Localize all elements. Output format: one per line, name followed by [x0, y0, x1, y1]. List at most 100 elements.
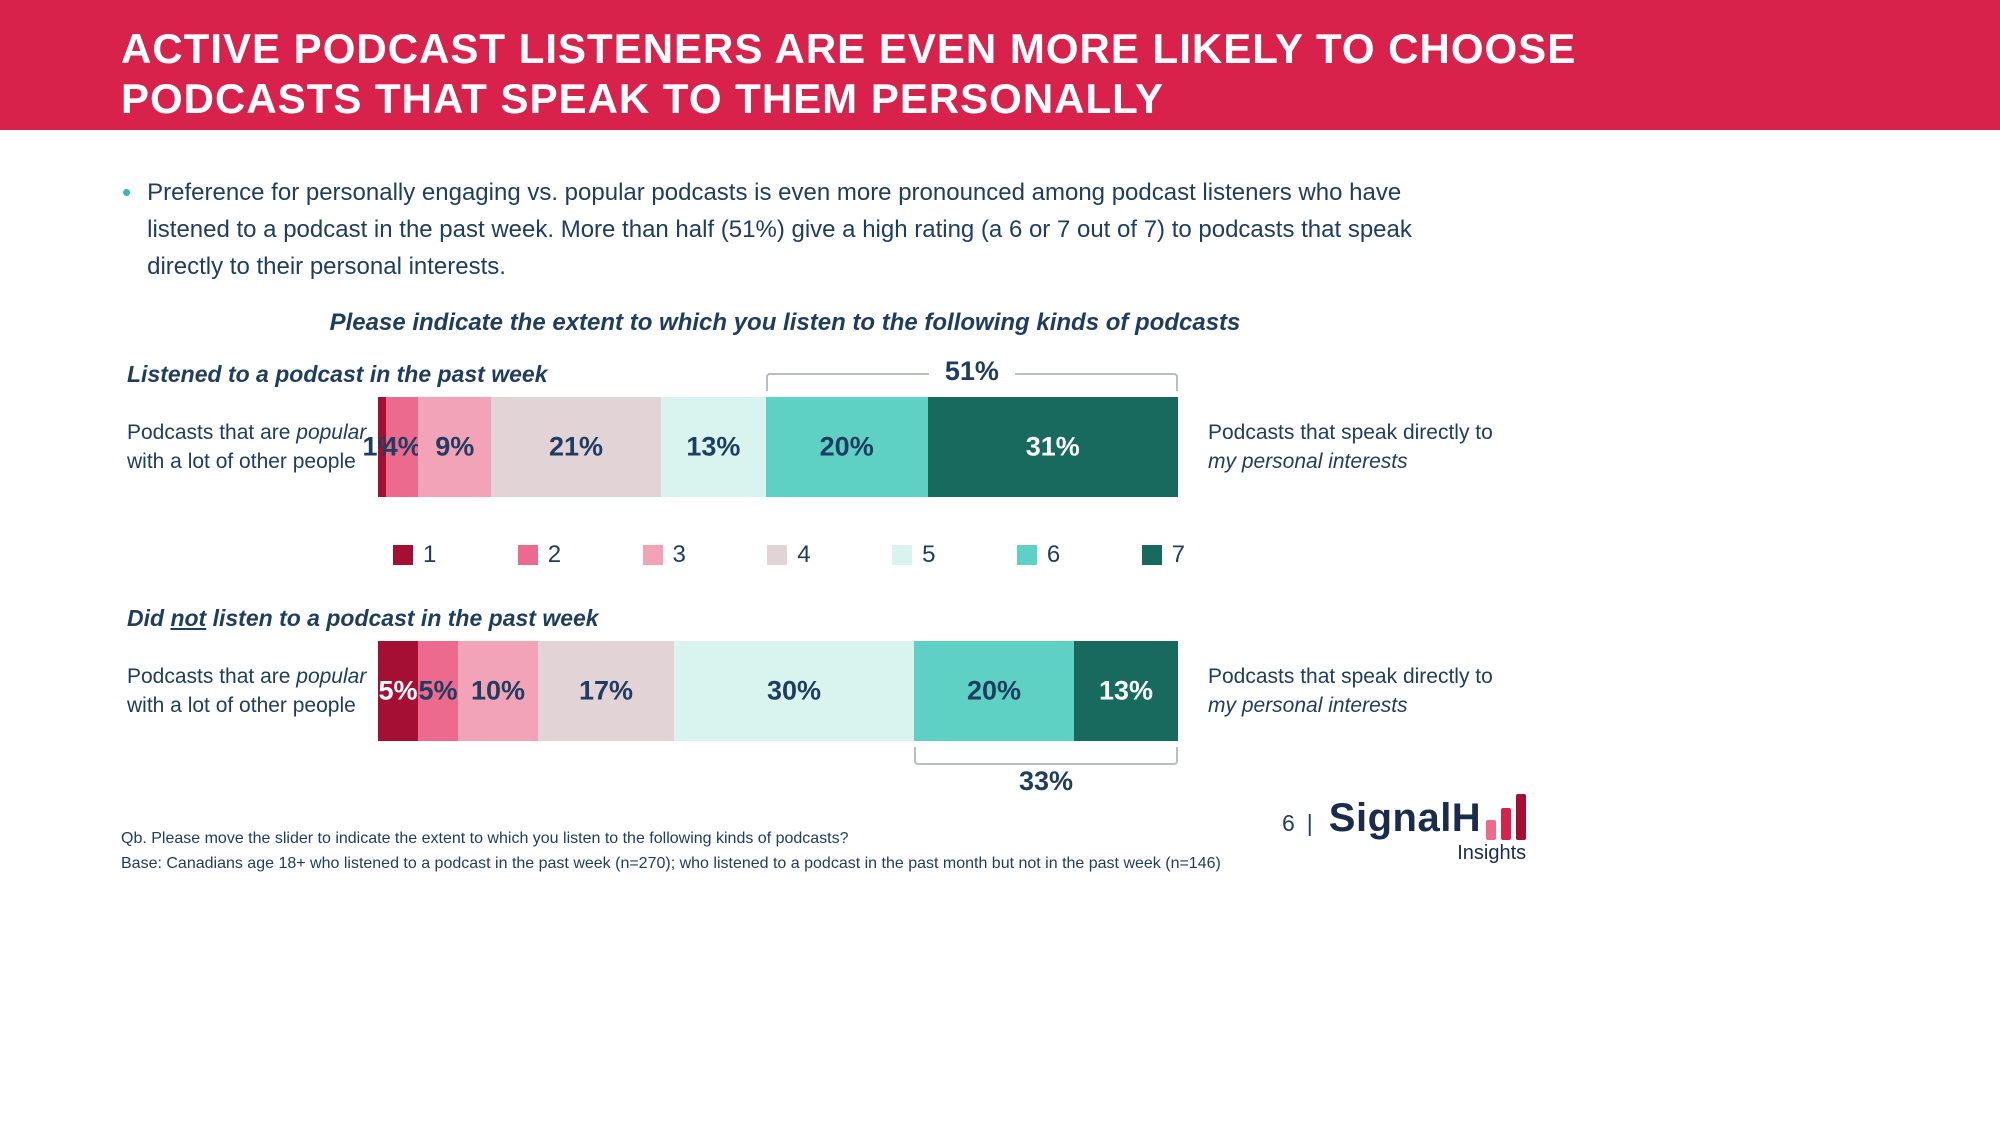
legend-item-3: 3: [642, 541, 686, 569]
legend-item-1: 1: [393, 541, 436, 569]
slide-title: ACTIVE PODCAST LISTENERS ARE EVEN MORE L…: [121, 25, 1577, 122]
logo-bar-icon: [1501, 808, 1512, 840]
segment-value-label: 17%: [578, 675, 634, 706]
segment-value-label: 5%: [378, 675, 418, 706]
right-axis-label: Podcasts that speak directly to my perso…: [1208, 662, 1493, 720]
bar-segment-5: 30%: [674, 641, 914, 741]
summary-text: Preference for personally engaging vs. p…: [147, 179, 1412, 280]
logo-bar-icon: [1516, 794, 1527, 840]
legend-swatch-icon: [1141, 545, 1162, 565]
segment-value-label: 13%: [686, 431, 741, 462]
segment-value-label: 21%: [548, 431, 604, 462]
brand-footer: 6 | SignalH Insights: [1282, 794, 1527, 865]
bar-segment-4: 21%: [491, 397, 661, 497]
chart-group-label: Did not listen to a podcast in the past …: [127, 603, 2000, 633]
segment-value-label: 9%: [435, 431, 475, 462]
footnotes: Qb. Please move the slider to indicate t…: [121, 826, 1221, 876]
legend-swatch-icon: [1016, 545, 1037, 565]
left-axis-label: Podcasts that are popular with a lot of …: [127, 662, 378, 720]
title-banner: ACTIVE PODCAST LISTENERS ARE EVEN MORE L…: [0, 0, 2000, 130]
segment-value-label: 10%: [470, 675, 526, 706]
summary-bullet: • Preference for personally engaging vs.…: [122, 174, 1452, 285]
legend-label: 6: [1046, 541, 1061, 568]
signal-hill-logo: SignalH Insights: [1328, 794, 1527, 865]
bar-segment-2: 4%: [383, 397, 422, 497]
legend-label: 2: [547, 541, 562, 568]
left-label-plain: Podcasts that are: [127, 421, 297, 444]
bullet-icon: •: [122, 177, 132, 207]
segment-value-label: 20%: [966, 675, 1022, 706]
footnote-base: Base: Canadians age 18+ who listened to …: [121, 855, 1221, 872]
legend-label: 5: [922, 541, 936, 568]
stacked-bar: 1% 4% 9% 21% 13% 20% 31%: [363, 397, 1178, 497]
right-axis-label: Podcasts that speak directly to my perso…: [1208, 418, 1493, 476]
right-axis-label-line1: Podcasts that speak directly to: [1208, 421, 1493, 444]
left-axis-label-line1: Podcasts that are popular: [127, 418, 372, 447]
stacked-bar: 5% 5% 10% 17% 30% 20% 13%: [378, 641, 1178, 741]
bracket-label: 33%: [1018, 766, 1074, 796]
stacked-bar-row: Podcasts that are popular with a lot of …: [127, 641, 2000, 796]
stacked-bar-row: Podcasts that are popular with a lot of …: [127, 355, 2000, 497]
legend-item-4: 4: [767, 541, 811, 569]
group-label-underline: not: [170, 605, 207, 631]
right-axis-label-line2: my personal interests: [1208, 450, 1408, 473]
bar-segment-3: 10%: [458, 641, 538, 741]
segment-value-label: 31%: [1025, 431, 1080, 462]
chart-group-label: Listened to a podcast in the past week: [127, 359, 2000, 389]
legend-label: 1: [423, 541, 437, 568]
segment-value-label: 4%: [382, 431, 422, 462]
legend-swatch-icon: [642, 545, 663, 565]
segment-value-label: 13%: [1098, 675, 1154, 706]
legend-item-6: 6: [1016, 541, 1061, 569]
page-divider: |: [1306, 810, 1313, 836]
logo-wordmark: SignalH: [1328, 796, 1482, 840]
left-label-italic: popular: [296, 421, 367, 444]
group-label-pre: Listened to a podcast in the past week: [127, 361, 548, 387]
logo-subtext: Insights: [1457, 842, 1527, 864]
left-label-plain: Podcasts that are: [127, 665, 297, 688]
bar-segment-1: 5%: [378, 641, 418, 741]
top2box-bracket: 51%: [765, 355, 1178, 391]
bar-segment-6: 20%: [914, 641, 1074, 741]
left-label-italic: popular: [296, 665, 367, 688]
legend-label: 7: [1171, 541, 1185, 568]
bar-segment-2: 5%: [418, 641, 458, 741]
bar-segment-4: 17%: [538, 641, 674, 741]
logo-row: SignalH: [1328, 794, 1527, 840]
top2box-bracket: 33%: [914, 747, 1178, 796]
bar-segment-5: 13%: [660, 397, 766, 497]
legend-item-5: 5: [892, 541, 935, 569]
chart-not-past-week: Did not listen to a podcast in the past …: [127, 603, 2000, 796]
bar-segment-3: 9%: [418, 397, 492, 497]
bar-segment-7: 13%: [1074, 641, 1178, 741]
charts-area: Listened to a podcast in the past week P…: [127, 355, 2000, 796]
legend-swatch-icon: [517, 545, 538, 565]
legend-item-7: 7: [1141, 541, 1185, 569]
left-axis-label-line2: with a lot of other people: [127, 450, 356, 473]
left-axis-label: Podcasts that are popular with a lot of …: [127, 418, 378, 476]
group-label-post: listen to a podcast in the past week: [206, 605, 599, 631]
legend-label: 3: [672, 541, 686, 568]
legend-item-2: 2: [517, 541, 562, 569]
bar-segment-6: 20%: [765, 397, 928, 497]
group-label-pre: Did: [127, 605, 171, 631]
legend: 1 2 3 4 5 6 7: [393, 541, 1185, 569]
bar-segment-7: 31%: [927, 397, 1178, 497]
legend-swatch-icon: [892, 545, 913, 565]
footnote-question: Qb. Please move the slider to indicate t…: [121, 830, 849, 847]
legend-label: 4: [797, 541, 811, 568]
left-axis-label-line1: Podcasts that are popular: [127, 662, 372, 691]
segment-value-label: 5%: [418, 675, 458, 706]
legend-swatch-icon: [393, 545, 413, 565]
segment-value-label: 30%: [766, 675, 822, 706]
right-axis-label-line2: my personal interests: [1208, 694, 1408, 717]
survey-question: Please indicate the extent to which you …: [329, 309, 1241, 336]
bar-wrap: 5% 5% 10% 17% 30% 20% 13% 33%: [378, 641, 1178, 796]
bracket-label: 51%: [928, 355, 1015, 387]
chart-past-week: Listened to a podcast in the past week P…: [127, 355, 2000, 497]
segment-value-label: 20%: [819, 431, 874, 462]
left-axis-label-line2: with a lot of other people: [127, 694, 356, 717]
page-number: 6: [1282, 810, 1295, 836]
logo-bar-icon: [1486, 820, 1497, 840]
